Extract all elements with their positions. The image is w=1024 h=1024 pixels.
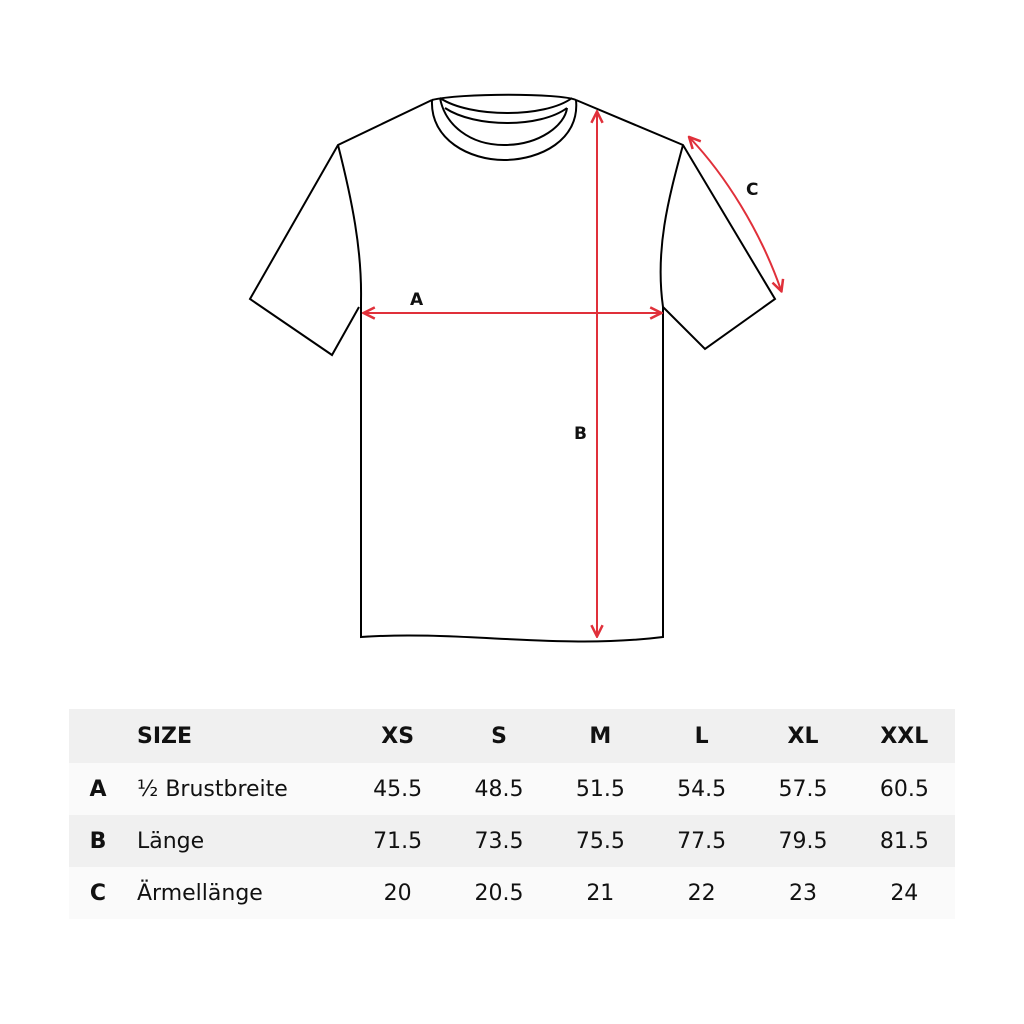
cell: 21 — [586, 880, 615, 906]
row-key: B — [89, 828, 107, 854]
table-header-row: SIZE XS S M L XL XXL — [69, 709, 955, 763]
cell: 24 — [890, 880, 919, 906]
cell: 81.5 — [879, 828, 929, 854]
cell: 79.5 — [778, 828, 828, 854]
cell: 51.5 — [575, 776, 625, 802]
row-name: Länge — [137, 828, 205, 854]
cell: 57.5 — [778, 776, 828, 802]
size-s: S — [491, 723, 507, 749]
size-table: SIZE XS S M L XL XXL A ½ Brustbreite 45.… — [69, 709, 955, 919]
row-name: ½ Brustbreite — [137, 776, 288, 802]
cell: 22 — [687, 880, 716, 906]
size-l: L — [694, 723, 709, 749]
cell: 73.5 — [474, 828, 524, 854]
cell: 71.5 — [373, 828, 423, 854]
tshirt-diagram: A B C — [248, 93, 1024, 643]
cell: 20.5 — [474, 880, 524, 906]
cell: 45.5 — [373, 776, 423, 802]
size-xl: XL — [787, 723, 819, 749]
cell: 48.5 — [474, 776, 524, 802]
measure-c-arrow — [690, 138, 781, 290]
collar-band — [430, 99, 578, 162]
label-c: C — [746, 180, 758, 200]
cell: 20 — [383, 880, 412, 906]
row-key: A — [89, 776, 107, 802]
cell: 75.5 — [575, 828, 625, 854]
size-xxl: XXL — [880, 723, 929, 749]
measurements — [365, 113, 781, 635]
cell: 23 — [788, 880, 817, 906]
label-a: A — [410, 290, 424, 310]
cell: 54.5 — [677, 776, 727, 802]
table-row: A ½ Brustbreite 45.5 48.5 51.5 54.5 57.5… — [69, 763, 955, 815]
cell: 60.5 — [879, 776, 929, 802]
collar-top — [431, 93, 577, 101]
tshirt-outline — [248, 93, 777, 643]
label-b: B — [574, 424, 587, 444]
cell: 77.5 — [677, 828, 727, 854]
size-header: SIZE — [137, 723, 193, 749]
table-row: B Länge 71.5 73.5 75.5 77.5 79.5 81.5 — [69, 815, 955, 867]
size-xs: XS — [381, 723, 415, 749]
table-row: C Ärmellänge 20 20.5 21 22 23 24 — [69, 867, 955, 919]
row-name: Ärmellänge — [137, 880, 263, 906]
size-m: M — [589, 723, 612, 749]
row-key: C — [89, 880, 107, 906]
